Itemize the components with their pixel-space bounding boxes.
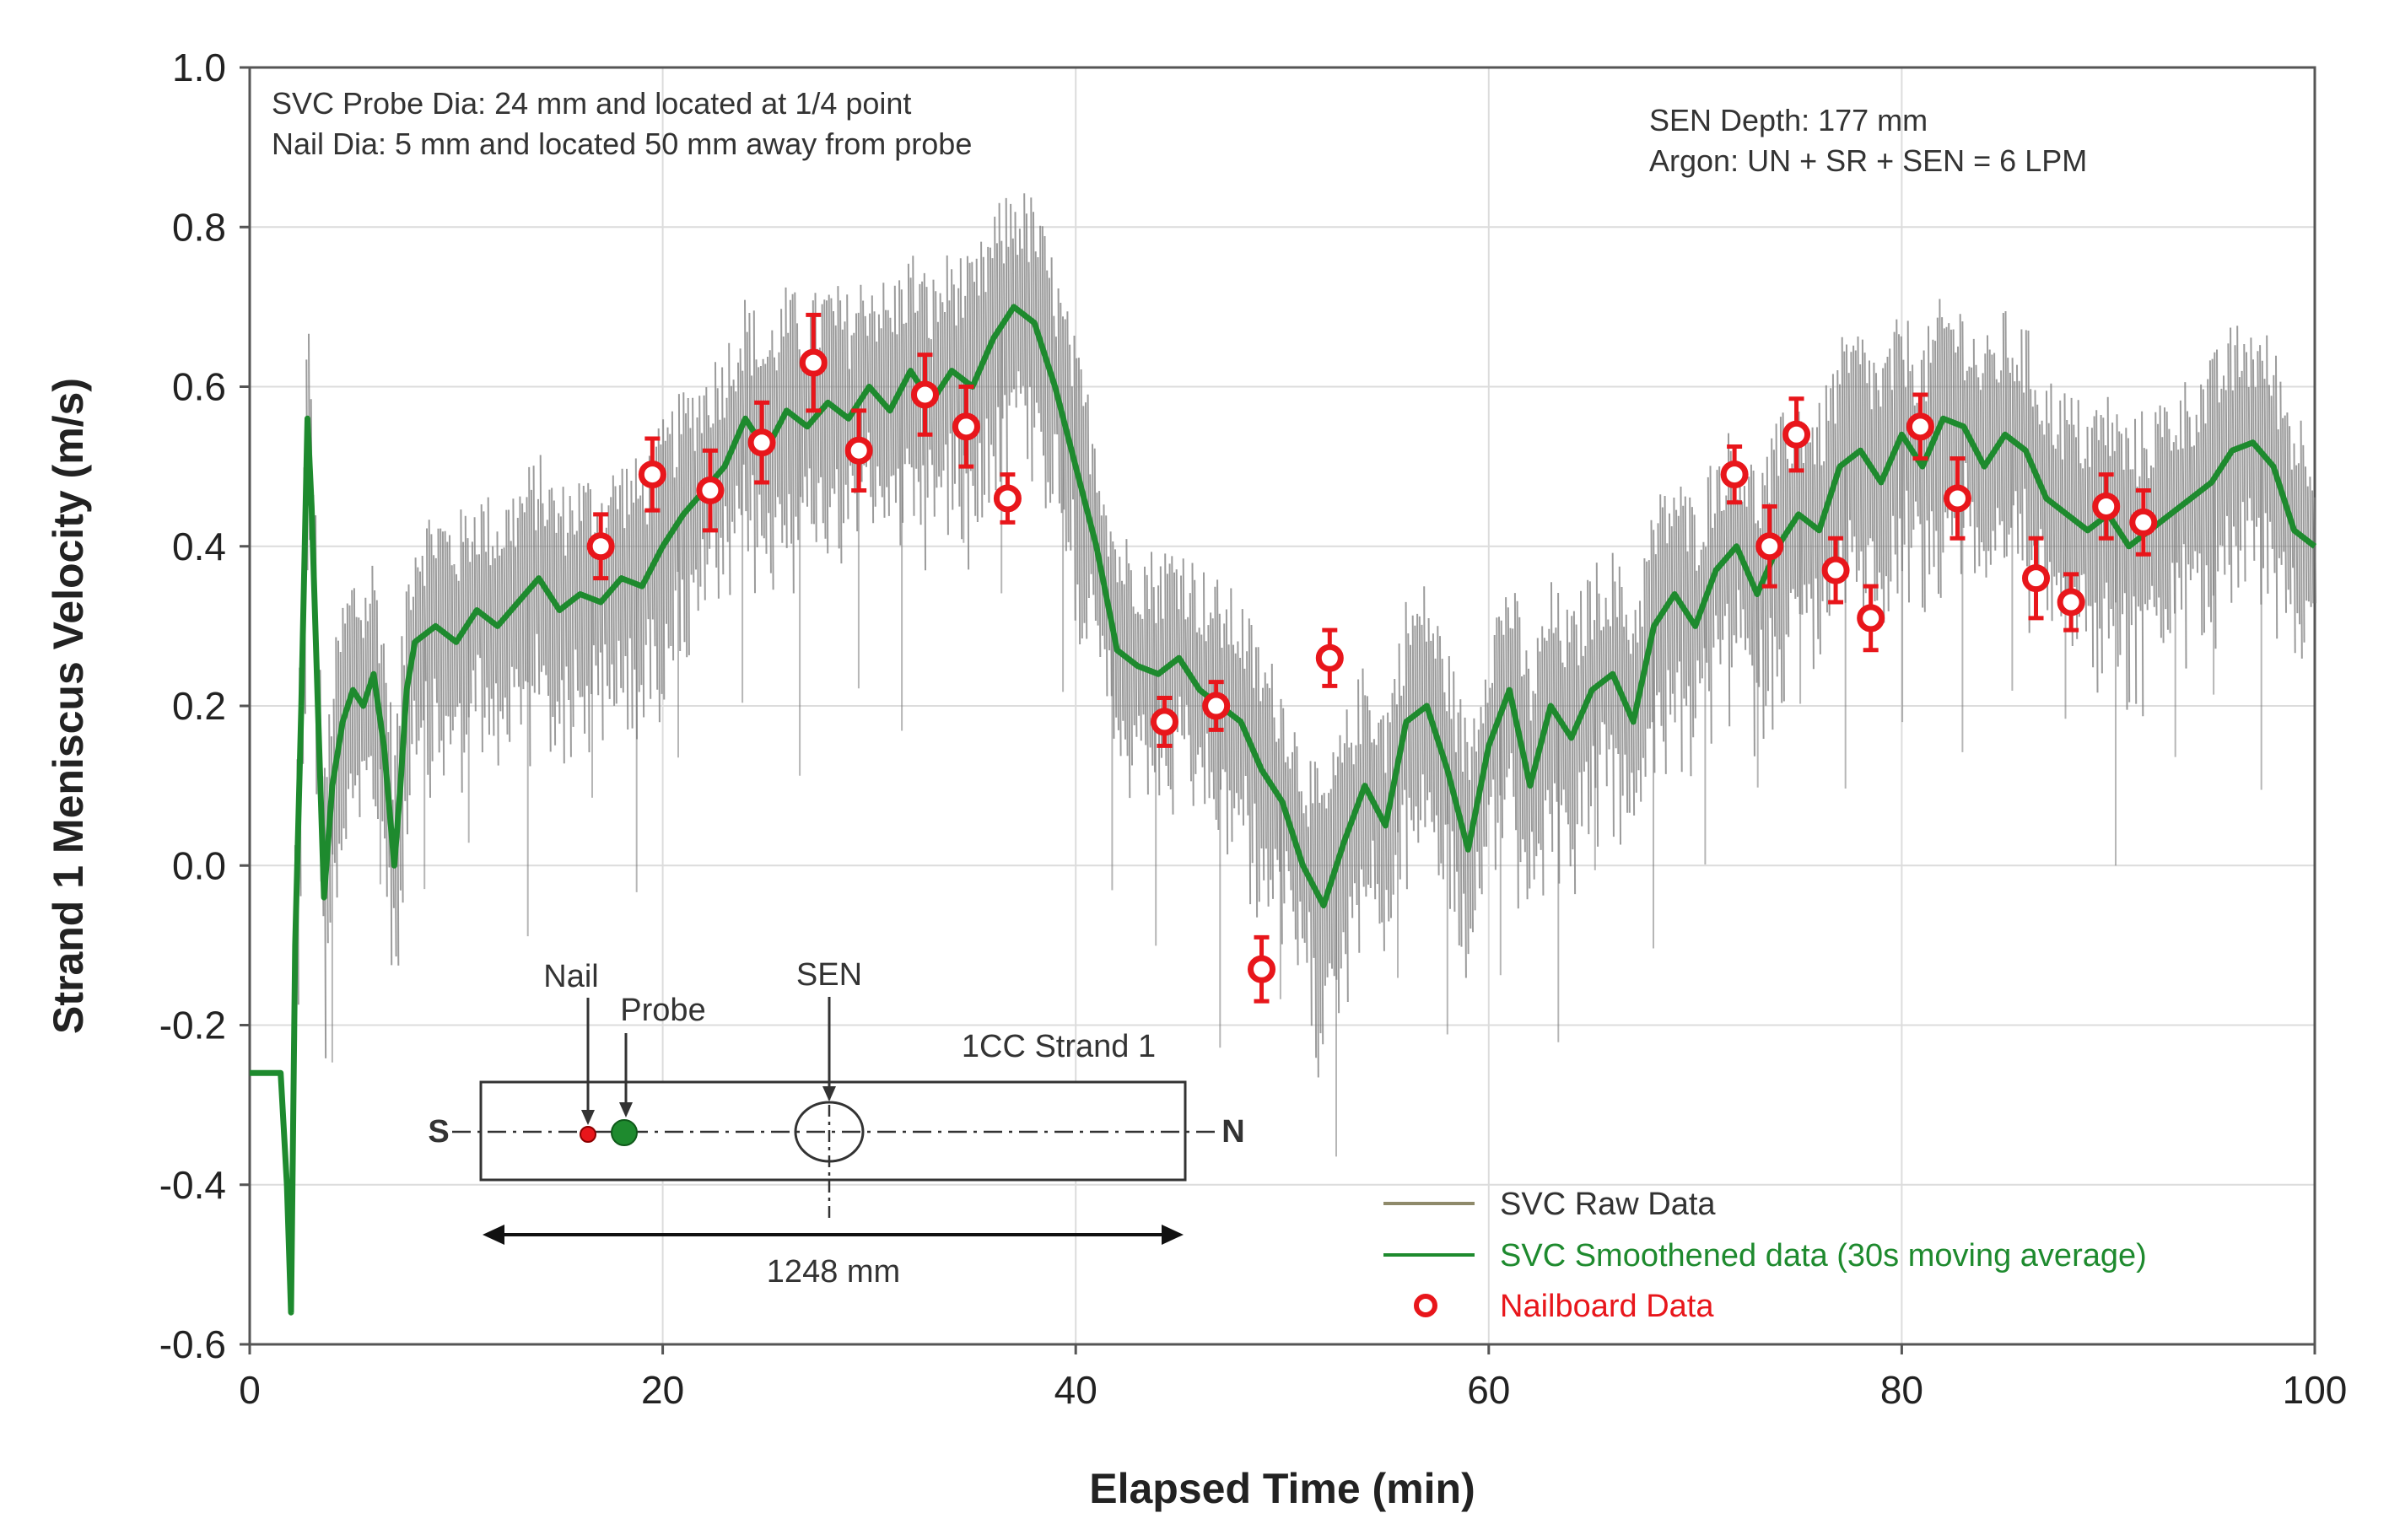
nailboard-point — [910, 353, 939, 437]
nailboard-marker — [747, 428, 776, 457]
smoothed-data-line — [250, 304, 2317, 1316]
nailboard-marker — [1315, 643, 1344, 672]
north-label: N — [1221, 1114, 1244, 1150]
sen-outline — [794, 1101, 865, 1163]
nailboard-point — [952, 385, 980, 469]
y-axis-title: Strand 1 Meniscus Velocity (m/s) — [45, 378, 92, 1034]
x-tick-label: 40 — [1054, 1368, 1097, 1412]
probe-arrow-head — [619, 1102, 633, 1117]
nailboard-point — [2022, 536, 2051, 621]
y-tick-label: -0.4 — [159, 1163, 226, 1207]
nailboard-point — [747, 400, 776, 485]
nailboard-point — [799, 312, 828, 413]
y-tick-label: 0.6 — [172, 365, 226, 409]
nailboard-point — [1857, 584, 1885, 653]
width-label: 1248 mm — [767, 1254, 900, 1290]
nailboard-marker — [1248, 955, 1276, 983]
nailboard-marker — [799, 348, 828, 377]
nailboard-marker — [638, 460, 666, 489]
sen-annotation-line1: SEN Depth: 177 mm — [1649, 103, 1928, 137]
nailboard-marker — [2057, 588, 2085, 617]
y-tick-label: -0.2 — [159, 1004, 226, 1047]
smoothed-data-series — [250, 304, 2317, 1316]
axis-ticks: -0.6 -0.4 -0.2 0.0 0.2 0.4 0.6 0.8 1.0 0 20 40 60 80 1… — [159, 46, 2348, 1412]
nailboard-point — [1202, 680, 1231, 732]
nailboard-marker — [2022, 564, 2051, 593]
legend: SVC Raw Data SVC Smoothened data (30s mo… — [1383, 1187, 2147, 1324]
nailboard-marker — [1821, 556, 1850, 584]
sen-annotation-line2: Argon: UN + SR + SEN = 6 LPM — [1649, 143, 2087, 178]
nailboard-point — [2057, 572, 2085, 633]
nail-marker — [580, 1126, 596, 1143]
x-tick-label: 0 — [239, 1368, 261, 1412]
inset-schematic: Nail Probe SEN 1CC Strand 1 S N 1248 mm — [428, 957, 1244, 1290]
nailboard-point — [1150, 696, 1178, 748]
nailboard-marker — [910, 380, 939, 409]
nailboard-marker — [1782, 420, 1811, 449]
nailboard-series — [586, 312, 2158, 1004]
nailboard-point — [2092, 472, 2121, 541]
y-tick-label: 0.2 — [172, 684, 226, 728]
nailboard-marker — [2129, 508, 2158, 536]
nailboard-point — [2129, 488, 2158, 557]
nailboard-marker — [1943, 484, 1971, 513]
nail-label: Nail — [543, 959, 598, 994]
probe-label: Probe — [620, 993, 705, 1028]
nailboard-point — [1906, 392, 1934, 461]
nailboard-point — [1248, 934, 1276, 1004]
x-axis-title: Elapsed Time (min) — [1089, 1465, 1475, 1512]
nailboard-marker — [2092, 492, 2121, 520]
legend-nailboard-swatch — [1414, 1294, 1437, 1317]
x-tick-label: 100 — [2283, 1368, 2348, 1412]
nailboard-marker — [696, 477, 725, 505]
y-tick-label: -0.6 — [159, 1322, 226, 1366]
nailboard-point — [696, 448, 725, 533]
strand-label: 1CC Strand 1 — [962, 1029, 1156, 1064]
width-arrow-left — [483, 1225, 504, 1245]
x-tick-label: 80 — [1880, 1368, 1923, 1412]
probe-annotation-line1: SVC Probe Dia: 24 mm and located at 1/4 … — [272, 86, 911, 121]
nailboard-marker — [844, 436, 873, 465]
nailboard-point — [1720, 444, 1749, 505]
legend-nailboard-label: Nailboard Data — [1500, 1289, 1714, 1324]
y-tick-label: 0.8 — [172, 205, 226, 249]
y-tick-label: 0.4 — [172, 525, 226, 568]
y-tick-label: 0.0 — [172, 843, 226, 887]
x-tick-label: 60 — [1467, 1368, 1510, 1412]
probe-marker — [611, 1119, 638, 1146]
nailboard-marker — [952, 412, 980, 441]
south-label: S — [428, 1114, 449, 1150]
nailboard-point — [1315, 627, 1344, 688]
nailboard-marker — [586, 532, 615, 561]
nailboard-point — [844, 408, 873, 493]
nailboard-marker — [1857, 604, 1885, 633]
y-tick-label: 1.0 — [172, 46, 226, 89]
nailboard-marker — [1150, 708, 1178, 736]
nailboard-marker — [1906, 412, 1934, 441]
nail-arrow-head — [581, 1110, 595, 1125]
nailboard-point — [1782, 396, 1811, 473]
x-tick-label: 20 — [641, 1368, 684, 1412]
nailboard-marker — [993, 484, 1022, 513]
nailboard-point — [638, 436, 666, 513]
nailboard-point — [1821, 536, 1850, 605]
legend-raw-label: SVC Raw Data — [1500, 1187, 1716, 1222]
sen-label: SEN — [796, 957, 862, 993]
nailboard-point — [586, 512, 615, 581]
legend-smoothed-label: SVC Smoothened data (30s moving average) — [1500, 1238, 2147, 1273]
nailboard-marker — [1202, 692, 1231, 720]
nailboard-point — [993, 472, 1022, 525]
nailboard-point — [1755, 503, 1784, 589]
sen-arrow-head — [822, 1086, 836, 1101]
width-arrow-right — [1162, 1225, 1184, 1245]
nailboard-point — [1943, 456, 1971, 541]
nailboard-marker — [1720, 460, 1749, 489]
probe-annotation-line2: Nail Dia: 5 mm and located 50 mm away fr… — [272, 127, 972, 161]
nailboard-marker — [1755, 532, 1784, 561]
raw-data-spikes — [331, 326, 2262, 1157]
